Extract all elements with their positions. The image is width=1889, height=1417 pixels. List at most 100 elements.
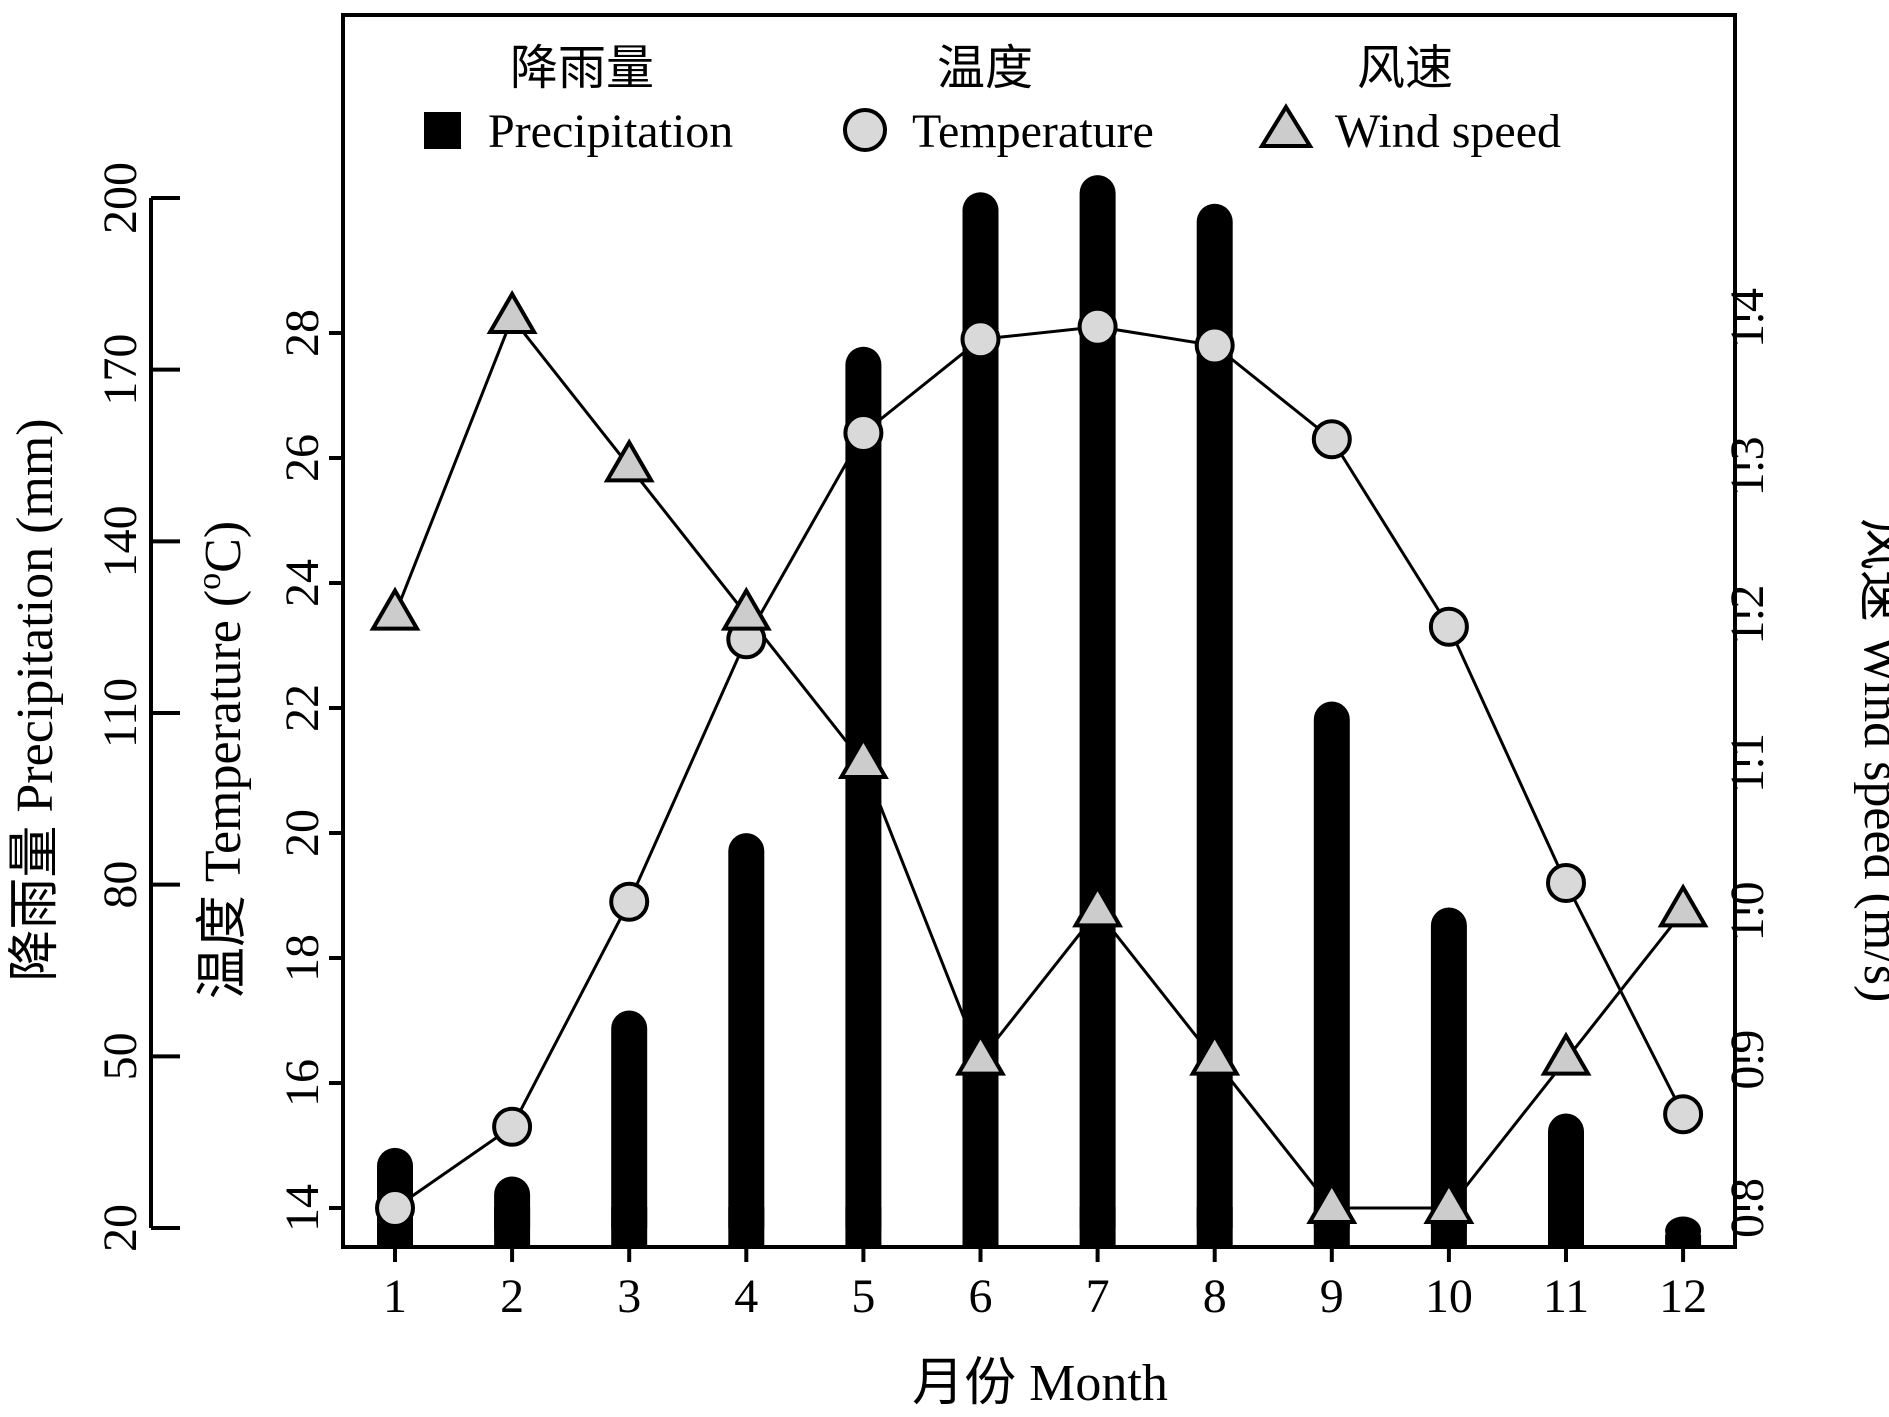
legend-temperature-label: Temperature (912, 105, 1154, 158)
wind-speed-tick-label: 1.1 (1721, 733, 1774, 793)
wind-speed-point (1189, 1031, 1241, 1076)
precipitation-tick-label: 170 (94, 334, 147, 406)
wind-speed-tick-label: 1.4 (1721, 288, 1774, 348)
precipitation-bar-base (1196, 1207, 1233, 1245)
precipitation-bar-base (611, 1207, 648, 1245)
x-tick-label: 2 (500, 1270, 524, 1323)
x-tick-label: 10 (1425, 1270, 1473, 1323)
x-tick-label: 11 (1543, 1270, 1589, 1323)
wind-speed-point (1306, 1180, 1358, 1224)
temperature-point (1546, 863, 1586, 903)
x-tick-label: 8 (1203, 1270, 1227, 1323)
temperature-point (1428, 606, 1469, 647)
temperature-polyline (394, 325, 1685, 1210)
x-tick-label: 6 (969, 1270, 993, 1323)
wind-speed-tick-label: 1.3 (1721, 436, 1774, 496)
precipitation-bar (1430, 907, 1467, 1245)
temperature-axis-title-end: C) (195, 521, 252, 573)
temperature-axis-title-main: 温度 Temperature ( (195, 590, 252, 999)
x-axis: 1 2 3 4 5 6 7 8 9 10 11 12 (383, 1247, 1707, 1323)
temperature-tick-label: 28 (276, 309, 329, 357)
x-tick-label: 7 (1086, 1270, 1110, 1323)
wind-speed-axis: 0.8 0.9 1.0 1.1 1.2 1.3 1.4 (1721, 288, 1774, 1238)
precipitation-bar (962, 192, 999, 1245)
wind-speed-point (603, 438, 655, 483)
precipitation-bar (1079, 175, 1116, 1246)
legend-zh-wind-speed: 风速 (1357, 40, 1453, 96)
temperature-axis: 14 16 18 20 22 24 26 28 (276, 309, 343, 1232)
x-axis-title: 月份 Month (912, 1355, 1168, 1412)
wind-speed-tick-label: 0.9 (1721, 1030, 1774, 1090)
precipitation-tick-label: 110 (94, 678, 147, 748)
temperature-tick-label: 22 (276, 684, 329, 732)
precipitation-axis-title: 降雨量 Precipitation (mm) (7, 418, 64, 981)
wind-speed-point (720, 586, 772, 631)
temperature-point (609, 881, 650, 922)
legend: 降雨量 温度 风速 Precipitation Temperature Wind… (424, 40, 1561, 158)
precipitation-tick-label: 80 (94, 861, 147, 909)
temperature-point (1663, 1094, 1704, 1135)
precipitation-bar (1196, 203, 1233, 1246)
temperature-tick-label: 18 (276, 934, 329, 982)
x-tick-label: 12 (1659, 1270, 1707, 1323)
wind-speed-point (1072, 883, 1124, 928)
temperature-point (960, 319, 1001, 360)
temperature-point (843, 413, 884, 453)
wind-speed-line (393, 315, 1685, 1210)
legend-temperature-symbol (843, 108, 887, 152)
wind-speed-point (955, 1031, 1006, 1076)
legend-wind-speed-symbol (1258, 103, 1314, 148)
temperature-tick-label: 20 (276, 809, 329, 857)
wind-speed-point (1540, 1031, 1592, 1076)
precipitation-tick-label: 200 (94, 162, 147, 234)
temperature-point (1311, 419, 1352, 460)
wind-speed-point (369, 586, 421, 631)
precipitation-bar-base (1079, 1207, 1116, 1245)
precipitation-tick-label: 50 (94, 1032, 147, 1080)
precipitation-bar (845, 346, 882, 1245)
plot-frame (341, 13, 1737, 1249)
temperature-tick-label: 26 (276, 434, 329, 482)
legend-wind-speed-label: Wind speed (1335, 105, 1561, 158)
wind-speed-point (1657, 883, 1709, 928)
temperature-line (394, 325, 1685, 1210)
wind-speed-tick-label: 1.0 (1721, 881, 1774, 941)
x-tick-label: 3 (617, 1270, 641, 1323)
precipitation-bar-base (1665, 1234, 1702, 1245)
precipitation-bars (377, 175, 1702, 1246)
temperature-point (375, 1188, 415, 1228)
precipitation-bar (611, 1010, 648, 1245)
temperature-point (492, 1106, 533, 1147)
precipitation-bar (728, 833, 765, 1245)
legend-zh-precipitation: 降雨量 (510, 40, 654, 96)
temperature-tick-label: 16 (276, 1059, 329, 1107)
precipitation-bar-base (1548, 1207, 1584, 1245)
x-tick-label: 4 (734, 1270, 758, 1323)
x-tick-label: 5 (851, 1270, 875, 1323)
temperature-tick-label: 14 (276, 1184, 329, 1232)
temperature-tick-label: 24 (276, 559, 329, 607)
wind-speed-axis-title: 风速 Wind speed (m/s) (1853, 518, 1889, 1003)
precipitation-bar-base (728, 1207, 765, 1245)
precipitation-axis: 20 50 80 110 140 170 200 (94, 162, 180, 1252)
precipitation-bar-base (962, 1207, 999, 1245)
precipitation-tick-label: 140 (94, 505, 147, 577)
temperature-axis-title: 温度 Temperature (oC) (191, 521, 252, 999)
wind-speed-point (486, 290, 538, 334)
wind-speed-tick-label: 1.2 (1721, 585, 1774, 645)
legend-precipitation-label: Precipitation (488, 105, 733, 158)
temperature-point (1077, 306, 1118, 347)
precipitation-bar (1313, 701, 1350, 1245)
precipitation-bar-base (494, 1207, 531, 1245)
x-tick-label: 9 (1320, 1270, 1344, 1323)
wind-speed-markers (369, 290, 1709, 1224)
legend-zh-temperature: 温度 (937, 40, 1033, 96)
wind-speed-point (1423, 1180, 1475, 1224)
x-tick-label: 1 (383, 1270, 407, 1323)
temperature-markers (375, 306, 1704, 1228)
wind-speed-tick-label: 0.8 (1721, 1178, 1774, 1238)
precipitation-bar-base (845, 1207, 882, 1245)
temperature-axis-title-degree: o (191, 573, 228, 590)
wind-speed-polyline (393, 315, 1685, 1210)
